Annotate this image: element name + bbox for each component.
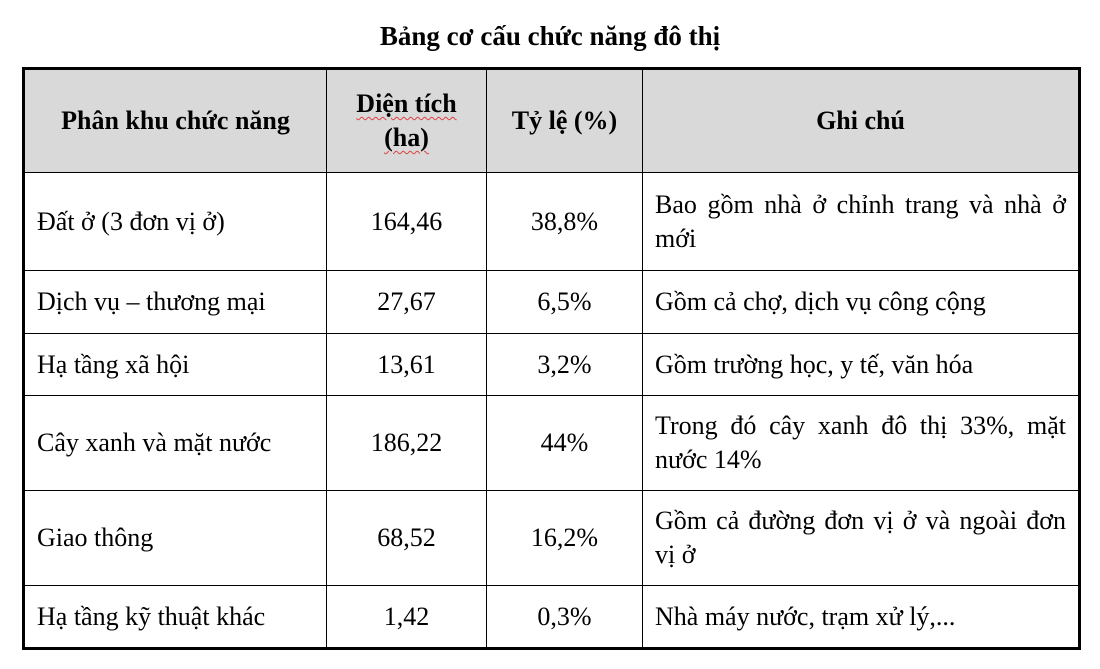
table-cell: 44%	[486, 395, 643, 491]
table-cell: Gồm trường học, y tế, văn hóa	[642, 333, 1080, 396]
table-cell: 6,5%	[486, 270, 643, 334]
table-cell: Gồm cả chợ, dịch vụ công cộng	[642, 270, 1080, 334]
header-row: Phân khu chức năng Diện tích (ha) Tỷ lệ (%…	[23, 68, 1080, 173]
table-cell: Dịch vụ – thương mại	[23, 270, 327, 334]
table-row: Cây xanh và mặt nước 186,22 44% Trong đó câ…	[23, 395, 1080, 491]
header-cell: Phân khu chức năng	[23, 68, 327, 173]
table-cell: 38,8%	[486, 172, 643, 271]
table-cell: 13,61	[326, 333, 487, 396]
table-row: Hạ tầng xã hội 13,61 3,2% Gồm trường học, y…	[23, 333, 1080, 396]
table-cell: 3,2%	[486, 333, 643, 396]
table-cell: Đất ở (3 đơn vị ở)	[23, 172, 327, 271]
table-row: Giao thông 68,52 16,2% Gồm cả đường đơn vị …	[23, 490, 1080, 586]
table-cell: 186,22	[326, 395, 487, 491]
table-row: Dịch vụ – thương mại 27,67 6,5% Gồm cả chợ,…	[23, 270, 1080, 334]
function-table: Phân khu chức năng Diện tích (ha) Tỷ lệ (%…	[22, 67, 1081, 650]
table-row: Hạ tầng kỹ thuật khác 1,42 0,3% Nhà máy nướ…	[23, 585, 1080, 649]
table-title: Bảng cơ cấu chức năng đô thị	[379, 21, 721, 51]
table-cell: 16,2%	[486, 490, 643, 586]
table-cell: 164,46	[326, 172, 487, 271]
table-cell: 1,42	[326, 585, 487, 649]
table-cell: 68,52	[326, 490, 487, 586]
table-row: Đất ở (3 đơn vị ở) 164,46 38,8% Bao gồm nhà…	[23, 172, 1080, 271]
table-cell: Bao gồm nhà ở chỉnh trang và nhà ở mới	[642, 172, 1080, 271]
table-cell: Giao thông	[23, 490, 327, 586]
table-cell: 0,3%	[486, 585, 643, 649]
table-cell: Hạ tầng kỹ thuật khác	[23, 585, 327, 649]
table-cell: Trong đó cây xanh đô thị 33%, mặt nước 1…	[642, 395, 1080, 491]
table-cell: 27,67	[326, 270, 487, 334]
table-cell: Gồm cả đường đơn vị ở và ngoài đơn vị ở	[642, 490, 1080, 586]
header-cell: Ghi chú	[642, 68, 1080, 173]
header-cell: Tỷ lệ (%)	[486, 68, 643, 173]
table-cell: Hạ tầng xã hội	[23, 333, 327, 396]
table-cell: Cây xanh và mặt nước	[23, 395, 327, 491]
table-body: Đất ở (3 đơn vị ở) 164,46 38,8% Bao gồm nhà…	[23, 172, 1080, 649]
header-cell: Diện tích (ha)	[326, 68, 487, 173]
table-cell: Nhà máy nước, trạm xử lý,...	[642, 585, 1080, 649]
